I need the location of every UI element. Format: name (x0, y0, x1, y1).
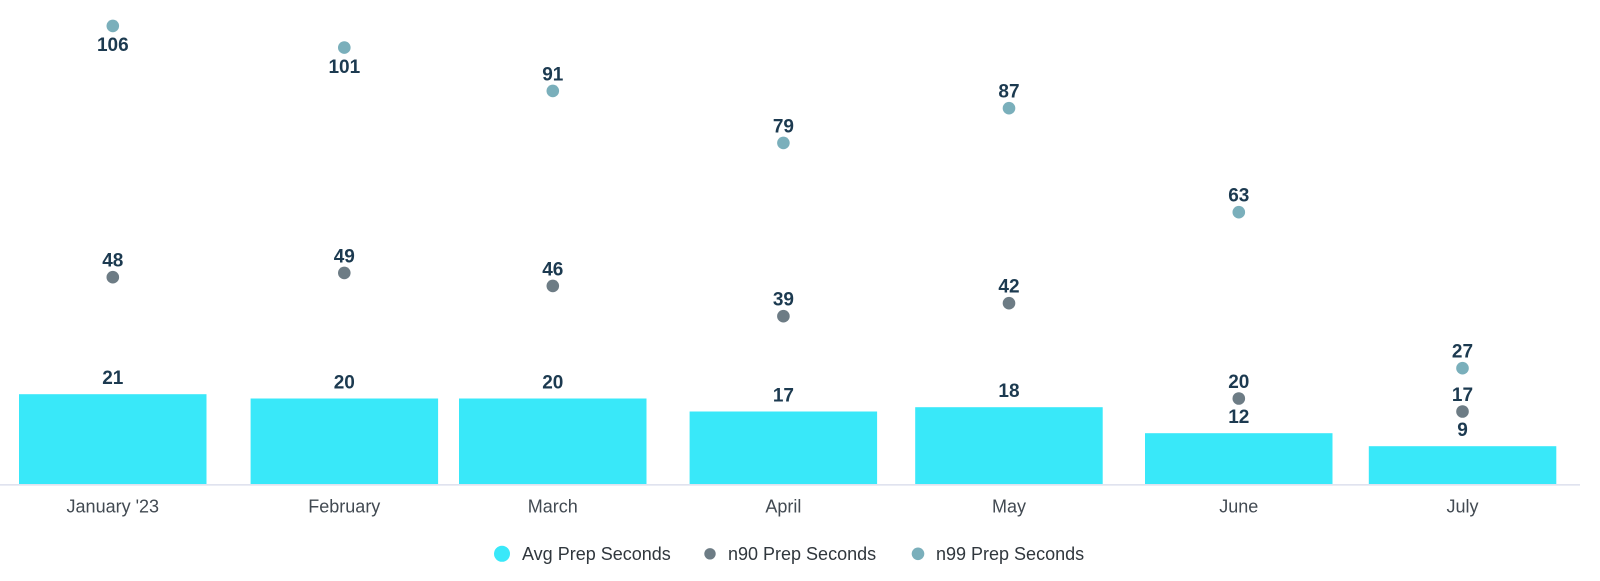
svg-text:39: 39 (773, 290, 794, 311)
svg-text:106: 106 (97, 35, 129, 56)
svg-text:Avg Prep Seconds: Avg Prep Seconds (522, 544, 671, 564)
svg-text:46: 46 (542, 259, 563, 280)
svg-text:42: 42 (998, 277, 1019, 298)
svg-text:9: 9 (1457, 420, 1468, 441)
svg-text:April: April (765, 497, 801, 517)
svg-text:March: March (528, 497, 578, 517)
svg-text:79: 79 (773, 116, 794, 137)
svg-text:July: July (1446, 497, 1478, 517)
svg-text:20: 20 (542, 372, 563, 393)
svg-text:June: June (1219, 497, 1258, 517)
svg-text:20: 20 (1228, 372, 1249, 393)
svg-text:21: 21 (102, 368, 124, 389)
svg-text:January '23: January '23 (67, 497, 160, 517)
svg-text:101: 101 (328, 57, 360, 78)
svg-text:27: 27 (1452, 342, 1473, 363)
svg-text:87: 87 (998, 82, 1019, 103)
svg-text:n99 Prep Seconds: n99 Prep Seconds (936, 544, 1084, 564)
svg-text:17: 17 (773, 385, 794, 406)
svg-text:February: February (308, 497, 380, 517)
svg-text:91: 91 (542, 64, 564, 85)
svg-text:n90 Prep Seconds: n90 Prep Seconds (728, 544, 876, 564)
svg-text:49: 49 (334, 246, 355, 267)
svg-text:May: May (992, 497, 1026, 517)
svg-text:20: 20 (334, 372, 355, 393)
svg-text:48: 48 (102, 251, 123, 272)
svg-text:12: 12 (1228, 407, 1249, 428)
svg-text:63: 63 (1228, 186, 1249, 207)
svg-text:18: 18 (998, 381, 1019, 402)
svg-text:17: 17 (1452, 385, 1473, 406)
